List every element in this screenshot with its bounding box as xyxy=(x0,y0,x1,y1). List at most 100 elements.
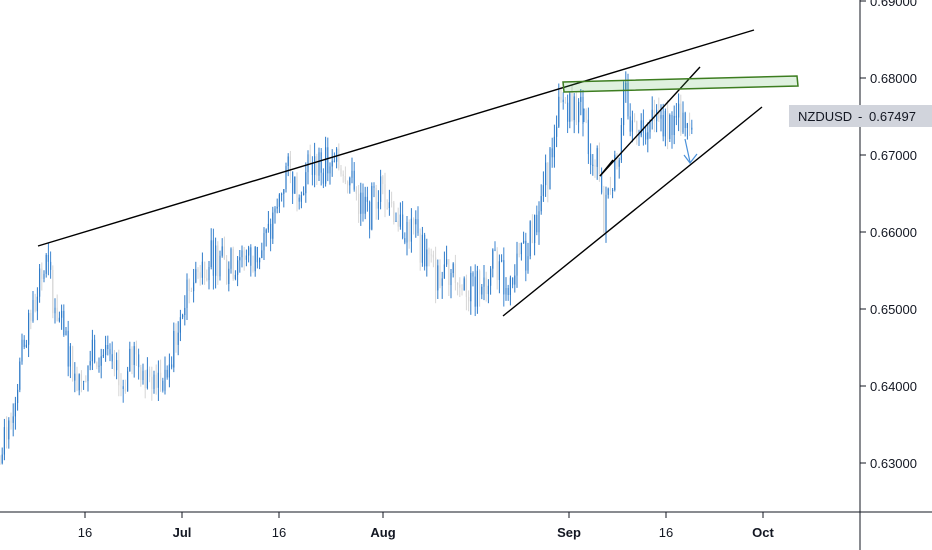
candle-body xyxy=(474,276,476,307)
candle-body xyxy=(485,277,487,295)
candle-body xyxy=(168,364,170,378)
candle-body xyxy=(166,369,168,378)
candle-body xyxy=(612,190,614,192)
candle-body xyxy=(160,372,162,381)
drawings xyxy=(37,29,799,317)
candle-body xyxy=(241,250,243,258)
candle-body xyxy=(520,242,522,255)
candle-body xyxy=(307,154,309,173)
candle-body xyxy=(634,120,636,122)
candle-body xyxy=(30,312,32,321)
wedge-left-leg[interactable] xyxy=(599,159,614,177)
candle-body xyxy=(197,269,199,273)
candle-body xyxy=(432,254,434,258)
candle-body xyxy=(660,114,662,119)
candle-body xyxy=(395,220,397,223)
candle-body xyxy=(382,176,384,185)
candle-body xyxy=(63,310,65,336)
candle-body xyxy=(267,223,269,230)
x-tick-label: 16 xyxy=(659,525,673,540)
candle-body xyxy=(316,156,318,176)
candle-body xyxy=(618,160,620,167)
candle-body xyxy=(116,360,118,371)
last-price-label: NZDUSD - 0.67497 xyxy=(789,105,932,127)
x-tick-label: 16 xyxy=(272,525,286,540)
y-tick-label: 0.65000 xyxy=(870,302,917,317)
symbol-separator: - xyxy=(858,109,862,124)
candle-body xyxy=(564,102,566,104)
candle-body xyxy=(303,193,305,196)
candle-body xyxy=(217,245,219,277)
candle-body xyxy=(603,192,605,234)
wedge-upper-trendline[interactable] xyxy=(599,66,701,177)
candle-body xyxy=(122,386,124,390)
candle-body xyxy=(673,115,675,136)
candle-body xyxy=(195,269,197,283)
candle-body xyxy=(184,307,186,315)
candle-body xyxy=(289,156,291,172)
candle-body xyxy=(89,361,91,366)
plot-area xyxy=(0,0,860,512)
candle-body xyxy=(686,123,688,129)
candle-body xyxy=(287,156,289,167)
candle-body xyxy=(580,96,582,102)
candle-body xyxy=(138,354,140,368)
y-tick-label: 0.67000 xyxy=(870,148,917,163)
candle-body xyxy=(569,93,571,122)
candle-body xyxy=(531,221,533,244)
y-tick-label: 0.63000 xyxy=(870,456,917,471)
candle-body xyxy=(347,181,349,186)
candle-body xyxy=(594,164,596,167)
candle-body xyxy=(512,277,514,285)
candle-body xyxy=(623,89,625,126)
candle-body xyxy=(362,192,364,214)
candle-body xyxy=(146,369,148,389)
support-trendline[interactable] xyxy=(502,106,763,317)
last-price-box xyxy=(789,105,932,127)
candle-body xyxy=(642,120,644,133)
candle-body xyxy=(182,314,184,318)
candle-body xyxy=(131,348,133,365)
candle-body xyxy=(118,360,120,386)
candle-body xyxy=(270,223,272,239)
candle-body xyxy=(340,168,342,175)
candle-body xyxy=(256,246,258,263)
candle-body xyxy=(483,277,485,287)
candle-body xyxy=(651,109,653,121)
candle-body xyxy=(243,250,245,260)
projection-arrow-head xyxy=(683,153,698,164)
candle-body xyxy=(69,346,71,367)
candle-body xyxy=(102,354,104,357)
candle-body xyxy=(208,267,210,281)
candle-body xyxy=(507,288,509,295)
candle-body xyxy=(509,277,511,295)
candle-body xyxy=(248,247,250,256)
candle-body xyxy=(450,273,452,286)
resistance-trendline[interactable] xyxy=(37,29,755,247)
candle-body xyxy=(448,259,450,286)
y-axis: 0.69000 0.68000 0.67000 0.66000 0.65000 0.640… xyxy=(860,0,917,471)
candle-body xyxy=(536,214,538,233)
candles xyxy=(0,71,693,465)
candle-body xyxy=(684,112,686,129)
candle-body xyxy=(322,172,324,184)
candle-body xyxy=(439,265,441,286)
candle-body xyxy=(518,253,520,255)
resistance-zone-box[interactable] xyxy=(562,75,799,93)
candle-body xyxy=(605,194,607,234)
candle-body xyxy=(3,427,5,455)
candle-body xyxy=(12,416,14,423)
candle-body xyxy=(596,148,598,167)
x-tick-label: 16 xyxy=(78,525,92,540)
candle-body xyxy=(259,257,261,263)
candle-body xyxy=(186,279,188,308)
candle-body xyxy=(443,264,445,279)
candle-body xyxy=(276,206,278,209)
candle-body xyxy=(417,219,419,234)
candle-body xyxy=(124,389,126,392)
candle-body xyxy=(678,103,680,118)
candle-body xyxy=(468,296,470,302)
candle-body xyxy=(384,184,386,208)
candle-body xyxy=(516,253,518,276)
